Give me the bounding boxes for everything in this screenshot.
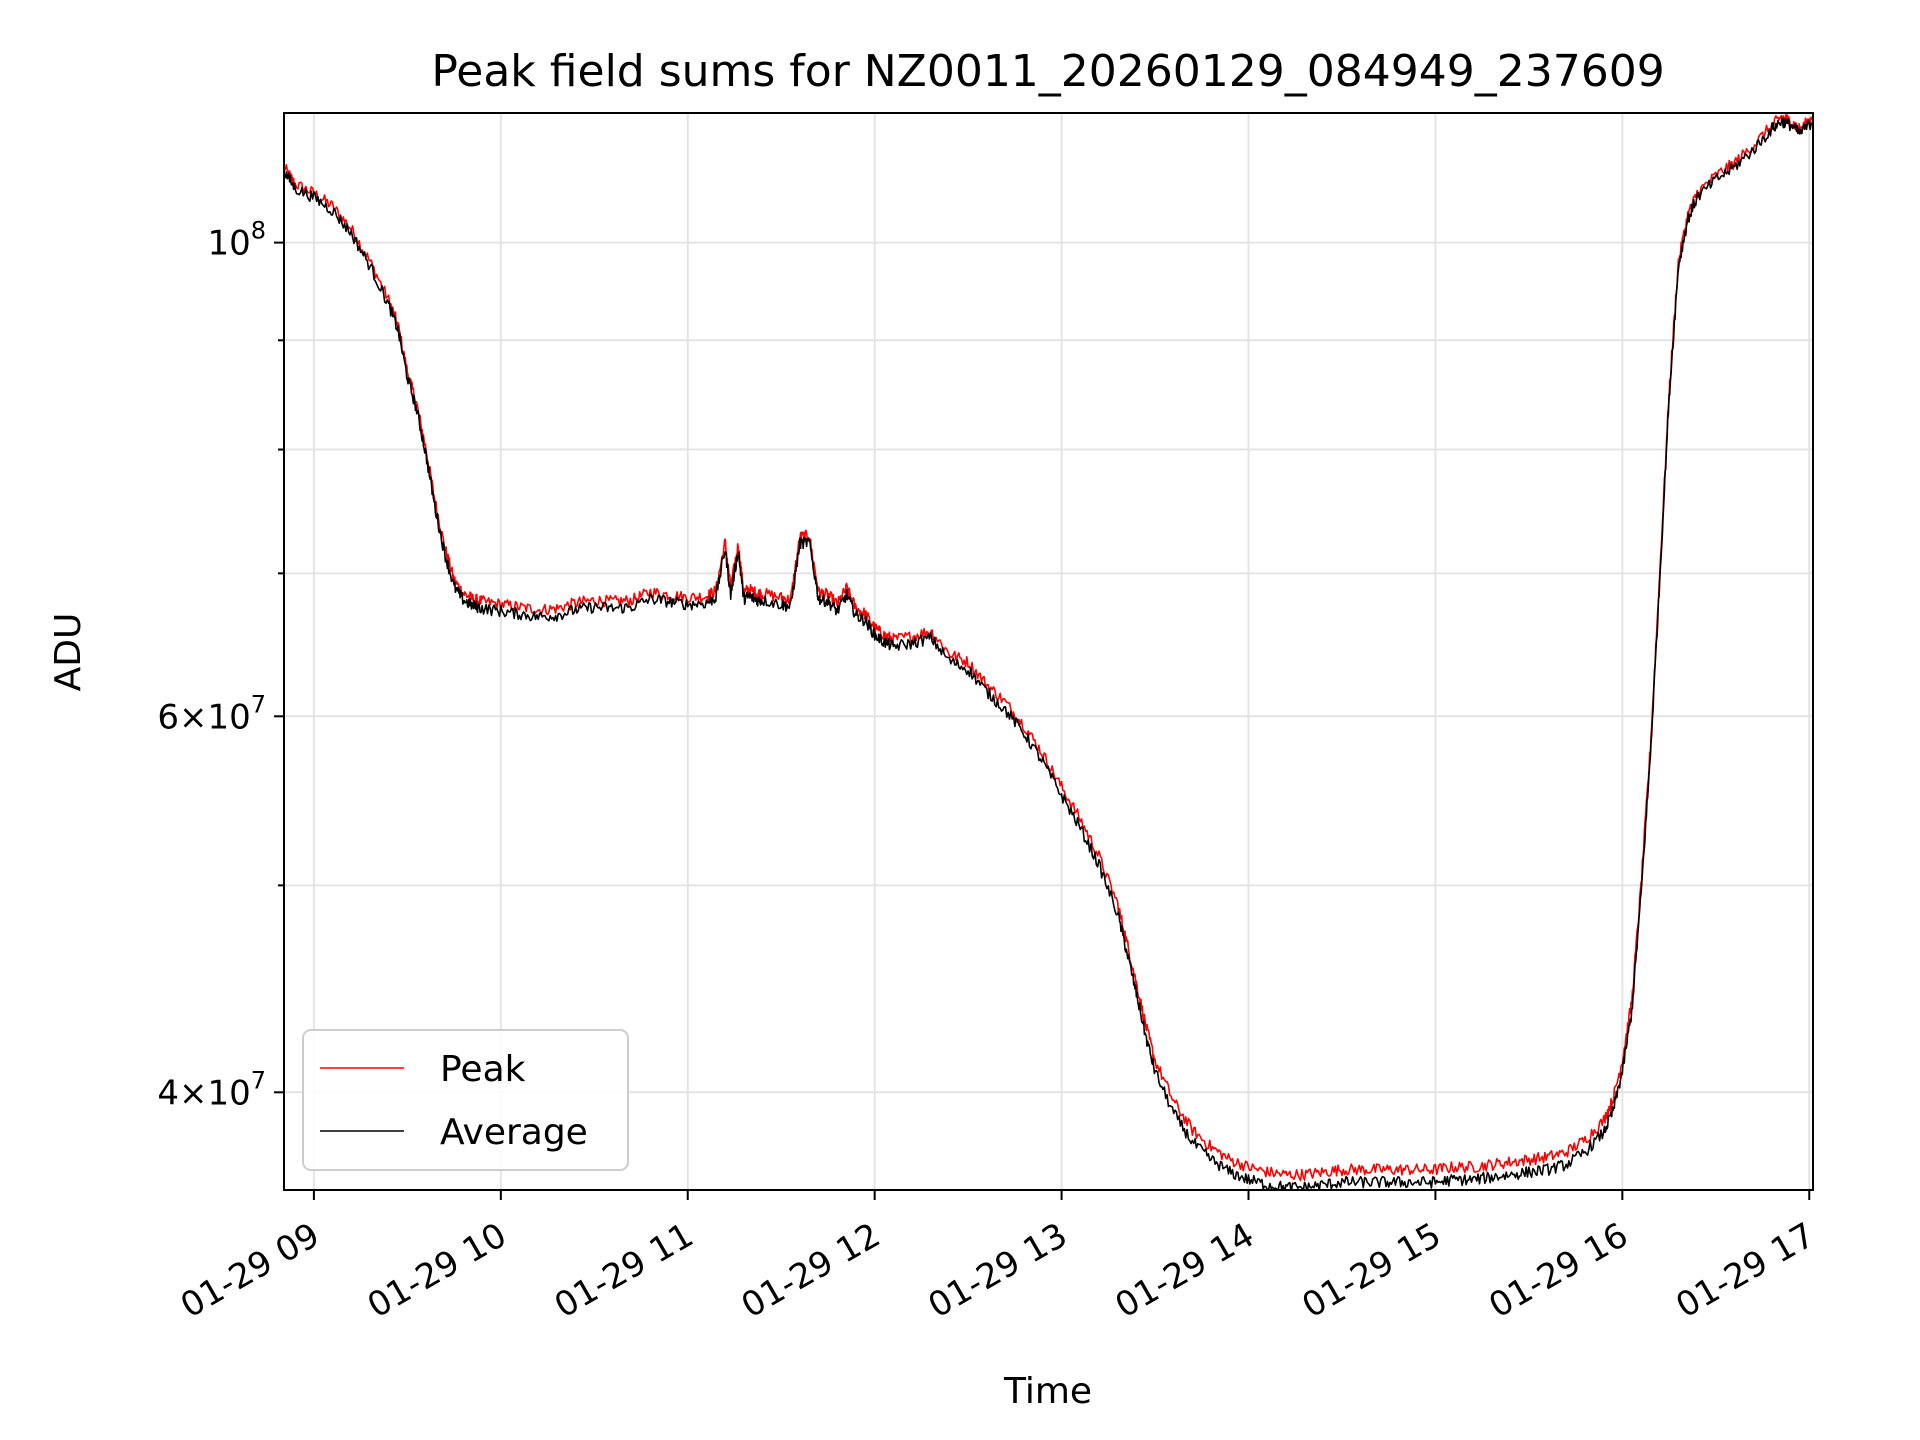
y-tick-label: 6×107	[157, 690, 266, 737]
plot-lines	[284, 114, 1813, 1190]
chart-title: Peak field sums for NZ0011_20260129_0849…	[431, 46, 1664, 97]
y-tick-label: 108	[207, 217, 266, 264]
y-axis-label: ADU	[48, 613, 89, 692]
legend: Peak Average	[302, 1029, 629, 1171]
x-axis-label: Time	[1003, 1371, 1092, 1412]
y-tick-label: 4×107	[157, 1066, 266, 1113]
legend-label-average: Average	[440, 1112, 588, 1153]
axes-frame	[283, 112, 1814, 1191]
legend-box	[302, 1029, 629, 1171]
series-line-peak	[284, 114, 1813, 1182]
series-line-average	[284, 117, 1813, 1190]
legend-label-peak: Peak	[440, 1049, 526, 1090]
